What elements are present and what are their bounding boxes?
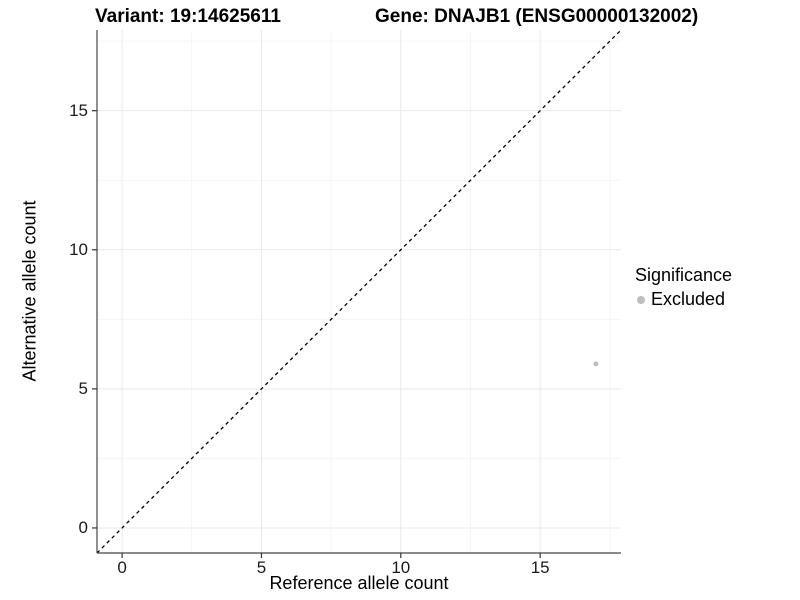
data-point [593,361,599,367]
identity-line [96,29,622,554]
chart-title-variant: Variant: 19:14625611 [95,6,281,27]
legend-entry-excluded: Excluded [635,289,732,310]
x-tick-label: 15 [530,558,550,577]
x-tick-label: 5 [256,558,267,577]
y-tick-label: 0 [78,517,88,537]
legend-entry-label: Excluded [651,289,726,309]
y-tick-label: 15 [69,100,88,120]
x-tick-label: 0 [117,558,127,577]
legend: Significance Excluded [635,265,732,310]
y-tick-label: 10 [69,239,88,259]
legend-title: Significance [635,265,733,285]
y-axis-title: Alternative allele count [19,200,40,382]
x-axis-title: Reference allele count [269,573,449,593]
legend-key-point-icon [637,295,645,304]
y-tick-label: 5 [78,378,88,398]
x-tick-label: 10 [391,558,411,577]
chart-title-gene: Gene: DNAJB1 (ENSG00000132002) [375,6,699,27]
